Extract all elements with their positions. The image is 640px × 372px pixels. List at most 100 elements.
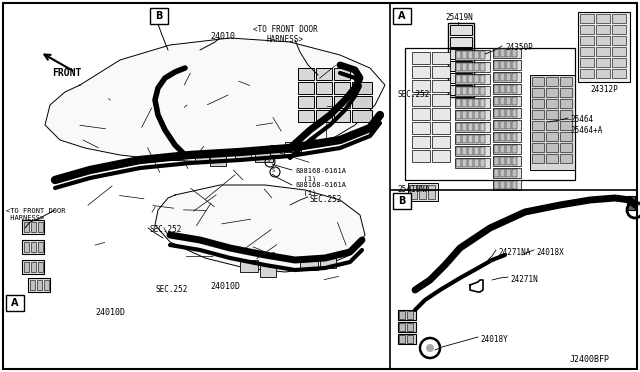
Bar bbox=[493, 180, 521, 190]
Bar bbox=[298, 110, 314, 122]
Bar bbox=[500, 73, 505, 81]
Bar bbox=[412, 94, 430, 106]
Bar bbox=[455, 158, 490, 168]
Bar bbox=[512, 169, 517, 177]
Bar bbox=[506, 145, 511, 153]
Bar bbox=[316, 82, 332, 94]
Text: 25419NA: 25419NA bbox=[397, 185, 429, 194]
Bar bbox=[316, 96, 332, 108]
Bar bbox=[31, 222, 36, 232]
Bar bbox=[578, 12, 630, 82]
Bar bbox=[456, 51, 461, 59]
Bar bbox=[493, 120, 521, 130]
Bar bbox=[494, 85, 499, 93]
Bar bbox=[432, 94, 450, 106]
Bar bbox=[500, 85, 505, 93]
Text: 24271NA: 24271NA bbox=[498, 248, 531, 257]
Bar bbox=[512, 109, 517, 117]
Text: 24018Y: 24018Y bbox=[480, 335, 508, 344]
Bar bbox=[456, 123, 461, 131]
Bar bbox=[455, 134, 490, 144]
Bar bbox=[480, 159, 485, 167]
Bar bbox=[546, 132, 558, 141]
Text: B: B bbox=[156, 11, 163, 21]
Bar bbox=[493, 156, 521, 166]
Bar bbox=[596, 25, 610, 34]
Bar bbox=[596, 58, 610, 67]
Bar bbox=[412, 122, 430, 134]
Bar bbox=[450, 61, 472, 71]
Text: <TO FRONT DOOR
 HARNESS>: <TO FRONT DOOR HARNESS> bbox=[6, 208, 65, 221]
Bar bbox=[494, 97, 499, 105]
Bar bbox=[38, 262, 43, 272]
Bar bbox=[500, 97, 505, 105]
Bar bbox=[456, 135, 461, 143]
Text: ß08168-6161A
  (1): ß08168-6161A (1) bbox=[295, 168, 346, 182]
Bar bbox=[506, 109, 511, 117]
Bar bbox=[500, 49, 505, 57]
Bar bbox=[31, 262, 36, 272]
Bar bbox=[352, 110, 372, 122]
Bar bbox=[546, 154, 558, 163]
Bar bbox=[405, 48, 575, 180]
Bar bbox=[596, 14, 610, 23]
Bar bbox=[298, 82, 314, 94]
Bar bbox=[456, 159, 461, 167]
Bar bbox=[580, 58, 594, 67]
Bar bbox=[448, 23, 474, 97]
Bar bbox=[468, 159, 473, 167]
Bar bbox=[352, 96, 372, 108]
Text: 24010D: 24010D bbox=[95, 308, 125, 317]
Bar bbox=[546, 99, 558, 108]
Bar bbox=[560, 132, 572, 141]
Bar bbox=[407, 323, 413, 331]
Bar bbox=[532, 143, 544, 152]
Bar bbox=[455, 62, 490, 72]
Bar bbox=[456, 147, 461, 155]
Bar bbox=[546, 88, 558, 97]
Bar bbox=[462, 51, 467, 59]
Bar bbox=[512, 145, 517, 153]
Bar bbox=[412, 150, 430, 162]
Bar bbox=[393, 8, 411, 24]
Bar bbox=[432, 122, 450, 134]
Bar bbox=[506, 181, 511, 189]
Bar bbox=[462, 111, 467, 119]
Bar bbox=[580, 25, 594, 34]
Bar bbox=[150, 8, 168, 24]
Bar bbox=[500, 121, 505, 129]
Bar bbox=[474, 159, 479, 167]
Bar bbox=[468, 147, 473, 155]
Text: 24018X: 24018X bbox=[536, 248, 564, 257]
Text: 24010D: 24010D bbox=[210, 282, 240, 291]
Bar bbox=[500, 157, 505, 165]
Bar bbox=[432, 66, 450, 78]
Bar bbox=[493, 144, 521, 154]
Text: 25464: 25464 bbox=[570, 115, 593, 124]
Bar bbox=[455, 50, 490, 60]
Text: 25464+A: 25464+A bbox=[570, 126, 602, 135]
Bar bbox=[494, 169, 499, 177]
Bar bbox=[494, 61, 499, 69]
Bar bbox=[532, 154, 544, 163]
Circle shape bbox=[426, 344, 434, 352]
Bar bbox=[474, 135, 479, 143]
Bar bbox=[399, 335, 405, 343]
Polygon shape bbox=[45, 38, 385, 162]
Bar bbox=[462, 63, 467, 71]
Bar bbox=[480, 63, 485, 71]
Text: J2400BFP: J2400BFP bbox=[570, 355, 610, 364]
Bar bbox=[399, 323, 405, 331]
Bar bbox=[512, 133, 517, 141]
Bar bbox=[493, 84, 521, 94]
Bar bbox=[398, 310, 416, 320]
Bar bbox=[494, 157, 499, 165]
Text: SEC.252: SEC.252 bbox=[310, 195, 342, 204]
Bar bbox=[270, 145, 284, 155]
Bar bbox=[530, 75, 575, 170]
Text: A: A bbox=[12, 298, 19, 308]
Bar bbox=[480, 87, 485, 95]
Text: 24010: 24010 bbox=[210, 32, 235, 41]
Bar bbox=[494, 49, 499, 57]
Bar bbox=[468, 123, 473, 131]
